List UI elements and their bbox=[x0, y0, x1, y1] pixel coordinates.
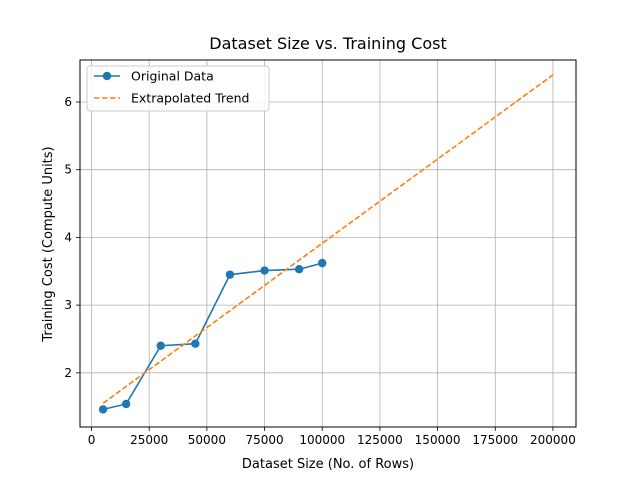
grid-lines bbox=[80, 60, 576, 427]
original-data-point bbox=[260, 266, 269, 275]
original-data-point bbox=[318, 258, 327, 268]
original-data-line bbox=[102, 262, 323, 411]
x-axis-label: Dataset Size (No. of Rows) bbox=[242, 457, 414, 472]
x-tick-label: 75000 bbox=[245, 433, 283, 447]
original-data-point bbox=[225, 270, 235, 279]
extrapolated-trend-line bbox=[102, 74, 554, 404]
axis-ticks: 0 25000 50000 75000 100000 125000 150000 175000… bbox=[64, 95, 575, 447]
original-data-point bbox=[156, 341, 165, 350]
legend-box bbox=[86, 65, 270, 112]
x-tick-label: 100000 bbox=[299, 433, 345, 447]
original-data-point bbox=[121, 399, 131, 409]
x-tick-label: 25000 bbox=[130, 433, 168, 447]
x-tick-label: 125000 bbox=[357, 433, 403, 447]
x-tick-label: 200000 bbox=[530, 433, 576, 447]
legend-label: Original Data bbox=[131, 69, 214, 84]
chart-title: Dataset Size vs. Training Cost bbox=[209, 34, 446, 53]
x-tick-label: 50000 bbox=[188, 433, 226, 447]
y-tick-label: 2 bbox=[64, 366, 72, 380]
y-tick-label: 3 bbox=[64, 298, 72, 312]
series-layer bbox=[98, 74, 554, 414]
legend-marker bbox=[102, 71, 112, 81]
y-tick-label: 4 bbox=[64, 230, 72, 244]
y-tick-label: 6 bbox=[64, 95, 72, 109]
original-data-point bbox=[98, 405, 108, 414]
x-tick-label: 175000 bbox=[472, 433, 518, 447]
y-tick-label: 5 bbox=[64, 163, 72, 177]
y-axis-label: Training Cost (Compute Units) bbox=[41, 146, 56, 342]
legend: Original Data Extrapolated Trend bbox=[86, 65, 270, 112]
original-data-point bbox=[191, 339, 200, 348]
original-data-point bbox=[294, 265, 304, 274]
x-tick-label: 150000 bbox=[415, 433, 461, 447]
plot-frame bbox=[79, 59, 577, 428]
x-tick-label: 0 bbox=[88, 433, 96, 447]
legend-label: Extrapolated Trend bbox=[131, 91, 249, 106]
